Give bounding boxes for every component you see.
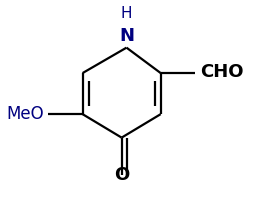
Text: MeO: MeO [6,105,44,123]
Text: N: N [119,27,134,45]
Text: CHO: CHO [200,63,243,81]
Text: H: H [121,6,132,21]
Text: O: O [114,166,129,184]
